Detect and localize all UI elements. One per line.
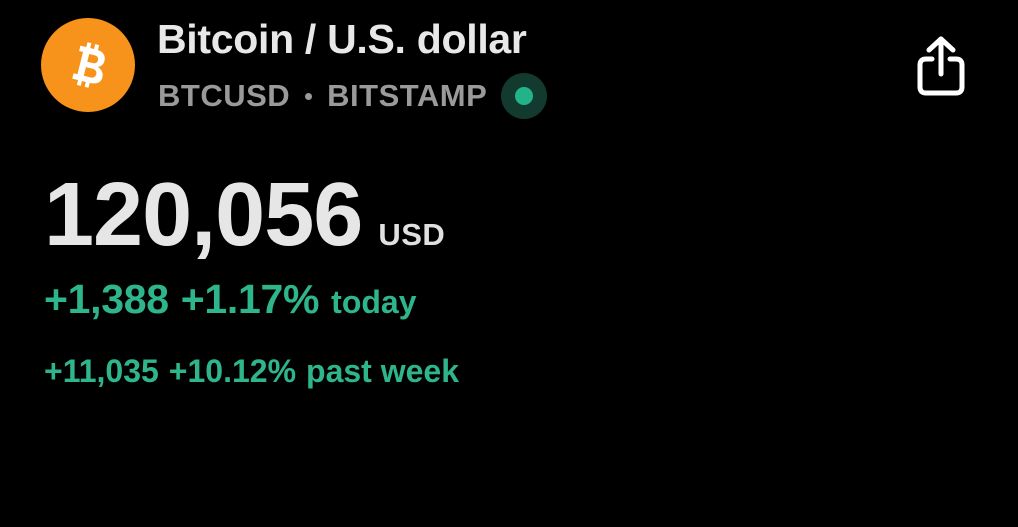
change-week-period: past week bbox=[306, 353, 459, 389]
price-row: 120,056 USD bbox=[44, 170, 445, 260]
change-week-percent: +10.12% bbox=[168, 353, 297, 389]
instrument-subtitle: BTCUSD BITSTAMP bbox=[158, 73, 548, 119]
change-week-absolute: +11,035 bbox=[44, 353, 159, 389]
share-button[interactable] bbox=[914, 34, 968, 98]
change-today-absolute: +1,388 bbox=[44, 276, 169, 322]
ticker-symbol: BTCUSD bbox=[158, 78, 291, 113]
market-status-indicator bbox=[501, 73, 548, 119]
change-today-period: today bbox=[331, 284, 417, 320]
instrument-title: Bitcoin / U.S. dollar bbox=[157, 16, 527, 62]
separator-dot bbox=[305, 92, 313, 100]
market-open-dot-icon bbox=[515, 87, 534, 105]
price-currency: USD bbox=[378, 217, 446, 252]
bitcoin-icon bbox=[58, 35, 118, 95]
last-price: 120,056 bbox=[44, 165, 363, 265]
change-today-percent: +1.17% bbox=[180, 276, 320, 322]
change-today-row: +1,388 +1.17% today bbox=[44, 276, 417, 323]
share-icon bbox=[914, 36, 968, 102]
bitcoin-logo bbox=[41, 18, 135, 112]
exchange-name: BITSTAMP bbox=[327, 78, 488, 113]
change-week-row: +11,035 +10.12% past week bbox=[44, 353, 459, 390]
